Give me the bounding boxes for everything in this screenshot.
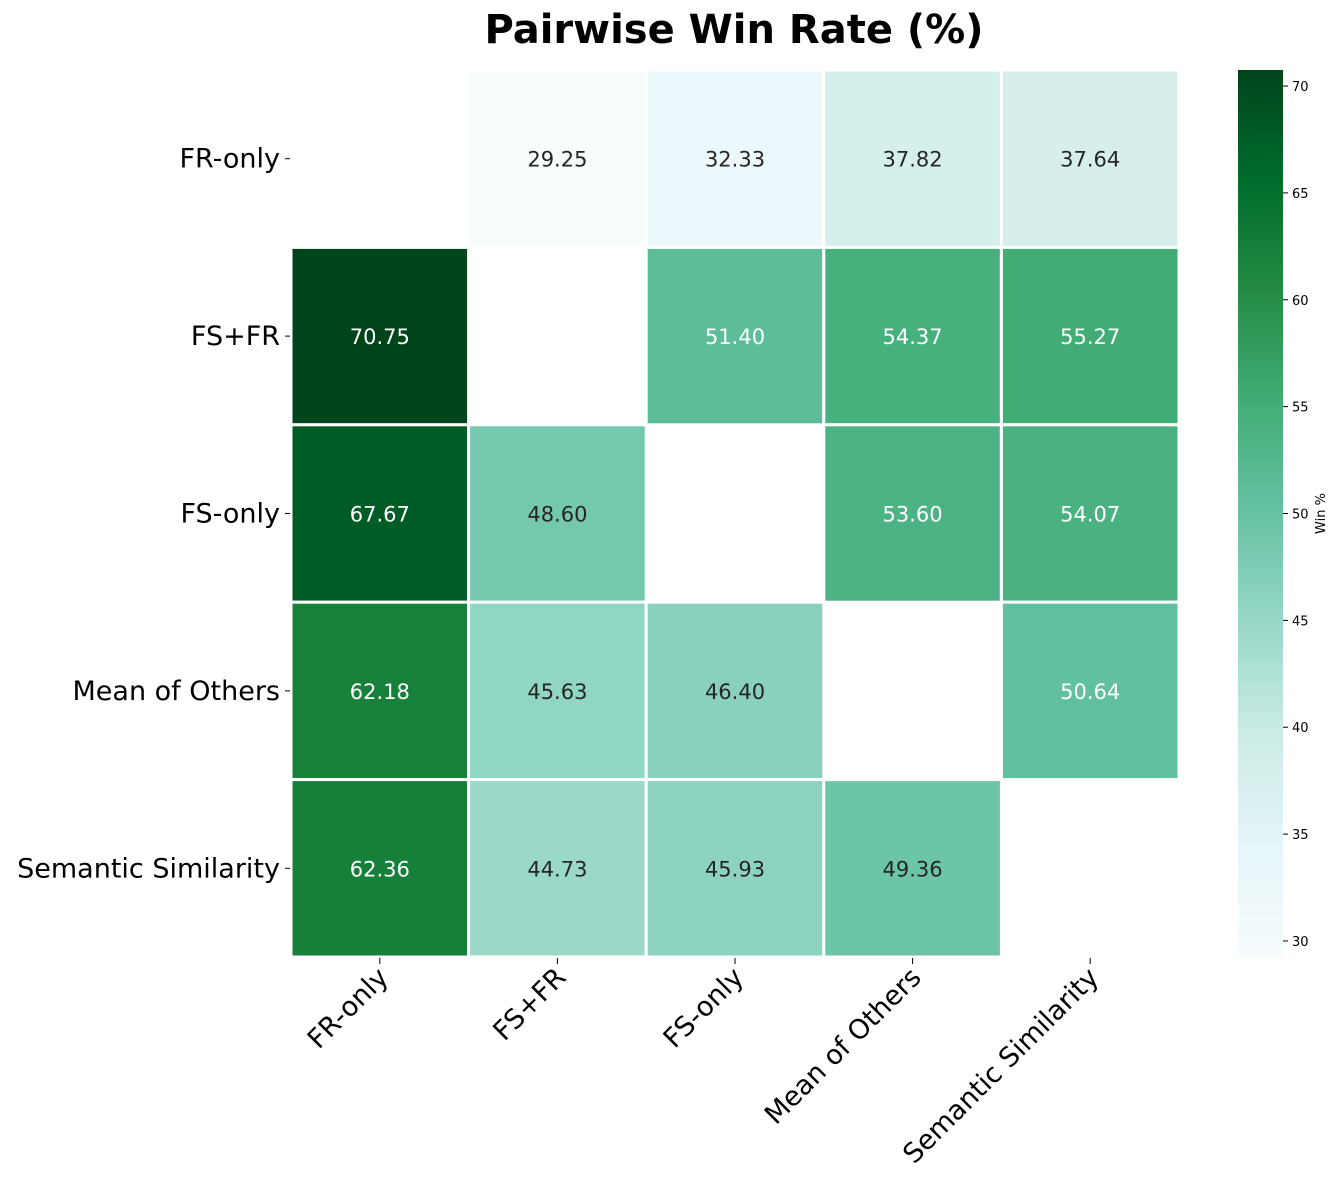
column-labels: FR-only FS+FR FS-only Mean of OthersSemanti… — [302, 958, 1105, 1170]
colorbar-tick-label: 60 — [1292, 294, 1309, 309]
cell-value-label: 37.64 — [1060, 148, 1120, 172]
heatmap-cell-fs-fr-vs-semantic-similarity — [999, 245, 1181, 427]
row-label-fs-only: FS-only — [180, 499, 280, 530]
cell-value-label: 29.25 — [527, 148, 587, 172]
colorbar-tick-label: 70 — [1292, 80, 1309, 95]
cell-value-label: 53.60 — [883, 503, 943, 527]
heatmap-cell-mean-of-others-vs-semantic-similarity — [999, 600, 1181, 782]
heatmap-cell-fr-only-vs-mean-of-others — [822, 68, 1003, 249]
colorbar-tick-label: 65 — [1292, 187, 1309, 202]
heatmap-cell-semantic-similarity-vs-fs-only — [644, 778, 826, 959]
heatmap-cell-semantic-similarity-vs-fs-fr — [467, 778, 648, 959]
colorbar-ticks: 30 35 40 45 50 55 60 65 70 — [1283, 80, 1309, 950]
cell-value-label: 51.40 — [705, 325, 765, 349]
cell-value-label: 50.64 — [1060, 680, 1120, 704]
colorbar-label: Win % — [1314, 493, 1329, 534]
row-label-semantic-similarity: Semantic Similarity — [17, 853, 280, 884]
colorbar-tick-label: 45 — [1292, 614, 1309, 629]
cell-value-label: 54.37 — [883, 325, 943, 349]
cell-value-label: 46.40 — [705, 680, 765, 704]
heatmap-cells: 29.25 32.33 37.82 37.64 70.75 51.40 54.37 55.27… — [289, 68, 1181, 959]
cell-value-label: 62.36 — [350, 857, 410, 881]
cell-value-label: 45.63 — [527, 680, 587, 704]
column-label-fs-only: FS-only — [658, 962, 750, 1054]
heatmap-cell-fr-only-vs-semantic-similarity — [999, 68, 1181, 249]
chart-title: Pairwise Win Rate (%) — [484, 7, 983, 53]
colorbar-gradient — [1238, 70, 1283, 957]
colorbar-tick-label: 30 — [1292, 935, 1309, 950]
column-label-semantic-similarity: Semantic Similarity — [897, 962, 1105, 1170]
row-label-fs-fr: FS+FR — [191, 321, 280, 352]
cell-value-label: 44.73 — [527, 857, 587, 881]
column-label-fs-fr: FS+FR — [487, 962, 572, 1047]
colorbar-tick-label: 50 — [1292, 508, 1309, 523]
heatmap-cell-fs-fr-vs-fs-only — [644, 245, 826, 427]
colorbar-tick-label: 35 — [1292, 828, 1309, 843]
cell-value-label: 48.60 — [527, 503, 587, 527]
cell-value-label: 54.07 — [1060, 503, 1120, 527]
heatmap-cell-semantic-similarity-vs-mean-of-others — [822, 778, 1003, 959]
row-label-mean-of-others: Mean of Others — [73, 676, 280, 707]
row-labels: FR-only FS+FR FS-only Mean of Others Semanti… — [17, 144, 290, 884]
cell-value-label: 37.82 — [883, 148, 943, 172]
cell-value-label: 55.27 — [1060, 325, 1120, 349]
cell-value-label: 45.93 — [705, 857, 765, 881]
heatmap-cell-mean-of-others-vs-fs-fr — [467, 600, 648, 782]
cell-value-label: 32.33 — [705, 148, 765, 172]
colorbar: 30 35 40 45 50 55 60 65 70 Win % — [1238, 70, 1329, 957]
cell-value-label: 62.18 — [350, 680, 410, 704]
cell-value-label: 67.67 — [350, 503, 410, 527]
heatmap-cell-semantic-similarity-vs-fr-only — [289, 778, 471, 959]
colorbar-tick-label: 55 — [1292, 401, 1309, 416]
colorbar-tick-label: 40 — [1292, 721, 1309, 736]
heatmap-cell-fr-only-vs-fs-fr — [467, 68, 648, 249]
cell-value-label: 49.36 — [883, 857, 943, 881]
column-label-fr-only: FR-only — [302, 962, 395, 1055]
heatmap-cell-fr-only-vs-fs-only — [644, 68, 826, 249]
cell-value-label: 70.75 — [350, 325, 410, 349]
heatmap-cell-fs-only-vs-semantic-similarity — [999, 423, 1181, 604]
column-label-mean-of-others: Mean of Others — [759, 962, 928, 1131]
row-label-fr-only: FR-only — [179, 144, 280, 175]
heatmap-cell-fs-only-vs-fs-fr — [467, 423, 648, 604]
